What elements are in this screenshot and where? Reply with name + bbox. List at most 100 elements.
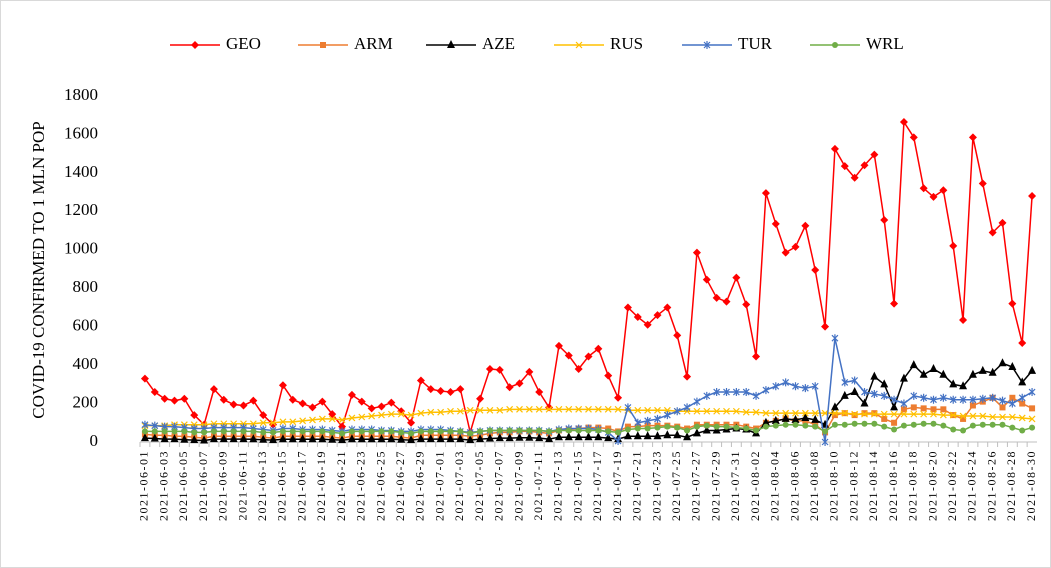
marker — [141, 428, 148, 435]
marker — [1008, 399, 1016, 408]
marker — [180, 434, 189, 443]
marker — [959, 412, 967, 420]
x-tick-label: 2021-07-09 — [511, 450, 525, 521]
x-tick-label: 2021-07-27 — [689, 450, 703, 521]
marker — [920, 410, 928, 418]
marker — [851, 410, 859, 418]
marker — [969, 412, 977, 420]
marker — [615, 429, 622, 436]
marker — [801, 409, 809, 417]
marker — [959, 315, 968, 324]
marker — [260, 429, 267, 436]
marker — [634, 425, 641, 432]
x-tick-label: 2021-07-17 — [590, 450, 604, 521]
marker — [467, 430, 474, 437]
marker — [516, 405, 523, 413]
marker — [979, 421, 986, 428]
legend-label: AZE — [482, 34, 515, 53]
marker — [545, 405, 553, 413]
marker — [347, 434, 356, 443]
marker — [456, 407, 464, 415]
marker — [761, 189, 770, 198]
marker — [299, 428, 306, 435]
marker — [881, 415, 888, 422]
y-tick-label: 800 — [73, 277, 99, 296]
x-tick-label: 2021-07-25 — [669, 450, 683, 521]
marker — [446, 434, 455, 443]
marker — [939, 393, 947, 402]
marker — [703, 422, 710, 429]
marker — [595, 427, 602, 434]
marker — [397, 410, 405, 418]
marker — [663, 303, 672, 312]
marker — [753, 427, 760, 434]
marker — [821, 322, 830, 331]
marker — [782, 378, 790, 387]
marker — [318, 434, 327, 443]
marker — [269, 419, 277, 427]
marker — [742, 408, 750, 416]
marker — [634, 418, 642, 427]
marker — [840, 390, 849, 399]
marker — [960, 415, 967, 422]
y-axis-label: COVID-19 CONFIRMED TO 1 MLN POP — [29, 121, 48, 418]
marker — [880, 215, 889, 224]
x-tick-label: 2021-08-12 — [846, 450, 860, 521]
marker — [821, 438, 829, 446]
marker — [496, 406, 504, 414]
marker — [181, 428, 188, 435]
marker — [506, 405, 514, 413]
marker — [151, 428, 158, 435]
marker — [910, 421, 917, 428]
marker — [988, 367, 997, 376]
x-tick-label: 2021-07-21 — [630, 450, 644, 521]
marker — [723, 388, 730, 397]
marker — [959, 381, 968, 390]
marker — [407, 435, 416, 444]
marker — [851, 376, 859, 385]
marker — [348, 414, 356, 422]
y-tick-label: 1400 — [64, 162, 98, 181]
marker — [279, 428, 286, 435]
marker — [653, 311, 662, 320]
marker — [831, 334, 839, 343]
x-tick-label: 2021-07-31 — [728, 450, 742, 521]
marker — [525, 367, 534, 376]
marker — [870, 410, 878, 418]
marker — [160, 394, 169, 403]
marker — [506, 427, 513, 434]
marker — [830, 402, 839, 411]
marker — [939, 369, 948, 378]
marker — [978, 179, 987, 188]
x-tick-label: 2021-07-01 — [432, 450, 446, 521]
marker — [702, 425, 711, 434]
marker — [940, 406, 947, 413]
marker — [427, 428, 434, 435]
x-tick-label: 2021-06-21 — [334, 450, 348, 521]
x-tick-label: 2021-06-27 — [393, 450, 407, 521]
marker — [575, 41, 583, 49]
marker — [427, 408, 435, 416]
marker — [831, 409, 839, 417]
y-tick-label: 1800 — [64, 85, 98, 104]
marker — [930, 395, 937, 404]
marker — [969, 395, 977, 404]
marker — [505, 433, 514, 442]
marker — [761, 417, 770, 426]
marker — [1018, 393, 1026, 402]
marker — [348, 428, 355, 435]
marker — [841, 378, 849, 387]
marker — [1019, 400, 1026, 407]
marker — [447, 40, 455, 48]
marker — [201, 429, 208, 436]
marker — [654, 406, 661, 414]
marker — [1019, 427, 1026, 434]
y-tick-label: 1200 — [64, 200, 98, 219]
marker — [781, 248, 790, 257]
marker — [426, 385, 435, 394]
y-tick-label: 200 — [73, 392, 99, 411]
marker — [358, 413, 366, 421]
marker — [604, 405, 612, 413]
marker — [299, 417, 307, 425]
marker — [811, 382, 819, 391]
